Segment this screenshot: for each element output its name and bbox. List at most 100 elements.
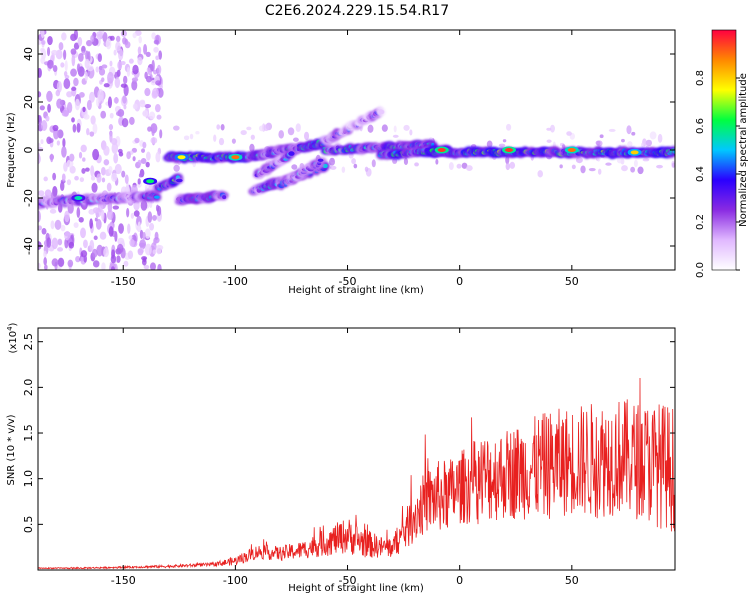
spectrogram-speckle xyxy=(141,148,146,153)
spectrogram-speckle xyxy=(51,258,59,267)
snr-ylabel: SNR (10 * v/v) xyxy=(6,414,17,485)
spectrogram-speckle xyxy=(278,130,285,139)
spectrogram-speckle xyxy=(68,241,75,249)
spectrogram-speckle xyxy=(38,142,41,148)
spectrogram-speckle xyxy=(40,47,45,53)
spectrogram-speckle xyxy=(54,219,62,230)
snr-multiplier-close: ) xyxy=(8,322,19,326)
spectrogram-speckle xyxy=(122,75,128,85)
spectrogram-speckle xyxy=(147,69,153,76)
spectrogram-hotspot-core xyxy=(505,148,514,152)
spectrogram-speckle xyxy=(116,255,121,263)
spectrogram-speckle xyxy=(50,220,55,230)
spectrogram-speckle xyxy=(645,139,653,147)
spectrogram-hotspot-core xyxy=(177,155,186,160)
spectrogram-speckle xyxy=(56,140,61,146)
spectrogram-speckle xyxy=(97,89,104,101)
figure-title: C2E6.2024.229.15.54.R17 xyxy=(265,3,449,19)
spectrogram-speckle xyxy=(154,104,161,113)
spectrogram-speckle xyxy=(75,255,81,263)
spectrogram-speckle xyxy=(108,124,114,131)
spectrogram-speckle xyxy=(73,30,79,40)
spectrogram-xtick-label: 0 xyxy=(456,275,463,288)
spectrogram-speckle xyxy=(152,215,157,221)
spectrogram-speckle xyxy=(145,161,150,168)
spectrogram-speckle xyxy=(83,255,88,263)
spectrogram-speckle xyxy=(100,166,106,176)
spectrogram-speckle xyxy=(414,162,419,167)
spectrogram-speckle xyxy=(38,262,41,269)
spectrogram-speckle xyxy=(46,90,53,102)
spectrogram-speckle xyxy=(64,210,70,223)
spectrogram-speckle xyxy=(72,123,77,133)
spectrogram-speckle xyxy=(292,137,299,142)
spectrogram-speckle xyxy=(157,263,162,270)
spectrogram-blob-core xyxy=(222,195,227,200)
spectrogram-speckle xyxy=(105,38,112,50)
spectrogram-speckle xyxy=(218,137,225,146)
spectrogram-speckle xyxy=(107,201,113,213)
spectrogram-panel: -150 -100 -50 0 50 -40 -20 0 20 40 Height of stra… xyxy=(6,29,676,296)
spectrogram-speckle xyxy=(97,53,102,63)
spectrogram-speckle xyxy=(101,77,105,83)
spectrogram-speckle xyxy=(78,91,85,98)
spectrogram-speckle xyxy=(137,46,142,55)
spectrogram-hotspot-core xyxy=(630,150,639,155)
spectrogram-ytick-label: 0 xyxy=(22,147,35,154)
spectrogram-speckle xyxy=(66,102,73,114)
spectrogram-speckle xyxy=(403,157,409,165)
spectrogram-speckle xyxy=(132,103,138,110)
spectrogram-speckle xyxy=(101,209,105,222)
spectrogram-speckle xyxy=(148,111,156,120)
spectrogram-speckle xyxy=(82,106,86,113)
spectrogram-speckle xyxy=(111,142,119,154)
spectrogram-speckle xyxy=(142,231,146,240)
spectrogram-speckle xyxy=(364,166,369,172)
spectrogram-speckle xyxy=(137,248,144,256)
spectrogram-speckle xyxy=(78,151,83,159)
spectrogram-speckle xyxy=(38,67,42,78)
spectrogram-speckle xyxy=(109,112,114,119)
snr-frame xyxy=(37,327,676,571)
spectrogram-speckle xyxy=(139,100,146,108)
spectrogram-hotspot-core xyxy=(231,155,240,160)
spectrogram-speckle xyxy=(137,159,142,166)
spectrogram-speckle xyxy=(132,156,136,162)
snr-xtick-label: 50 xyxy=(565,574,579,587)
spectrogram-speckle xyxy=(40,30,45,39)
spectrogram-speckle xyxy=(649,131,657,140)
spectrogram-speckle xyxy=(152,249,157,255)
spectrogram-speckle xyxy=(103,83,110,88)
spectrogram-speckle xyxy=(101,64,108,69)
spectrogram-speckle xyxy=(74,98,81,111)
spectrogram-speckle xyxy=(124,174,129,184)
svg-text:(x104): (x104) xyxy=(6,322,19,353)
spectrogram-blob-core xyxy=(322,163,328,169)
spectrogram-speckle xyxy=(250,134,255,140)
spectrogram-speckle xyxy=(47,59,54,69)
snr-multiplier-base: (x10 xyxy=(8,331,19,354)
spectrogram-speckle xyxy=(595,140,601,146)
spectrogram-speckle xyxy=(79,177,85,183)
spectrogram-hotspot-core xyxy=(146,179,155,184)
snr-ytick-label: 1.0 xyxy=(22,470,35,488)
spectrogram-speckle xyxy=(605,162,612,166)
spectrogram-blob-core xyxy=(153,195,160,199)
spectrogram-speckle xyxy=(77,36,83,47)
spectrogram-speckle xyxy=(153,69,158,75)
spectrogram-speckle xyxy=(61,173,66,182)
snr-xtick-label: 0 xyxy=(456,574,463,587)
spectrogram-speckle xyxy=(90,175,96,181)
spectrogram-speckle xyxy=(40,139,44,145)
spectrogram-speckle xyxy=(117,60,123,70)
spectrogram-speckle xyxy=(213,134,217,142)
spectrogram-speckle xyxy=(73,42,80,50)
spectrogram-speckle xyxy=(96,31,103,38)
spectrogram-speckle xyxy=(129,238,135,247)
spectrogram-speckle xyxy=(60,224,66,232)
spectrogram-speckle xyxy=(107,96,113,109)
spectrogram-xlabel: Height of straight line (km) xyxy=(288,285,424,296)
spectrogram-speckle xyxy=(642,158,650,162)
spectrogram-speckle xyxy=(98,68,106,76)
spectrogram-speckle xyxy=(371,159,376,168)
